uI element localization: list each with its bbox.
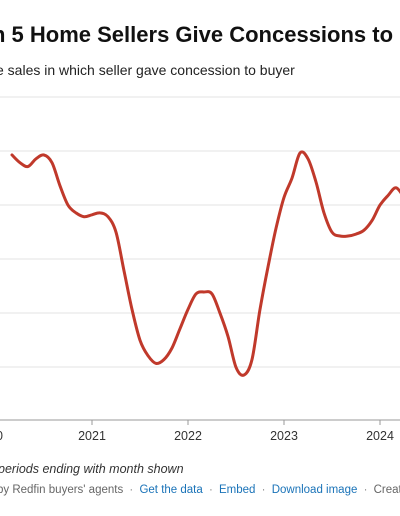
x-tick-label: 2023 [270,429,298,443]
credit-text: by Redfin buyers' agents [0,484,124,496]
x-tick-label: 2021 [78,429,106,443]
created-text: Created [373,484,400,496]
x-tick-label: 2022 [174,429,202,443]
line-chart: 20 2021 2022 2023 2024 [0,96,400,443]
x-tick-label: 20 [0,429,3,443]
period-note: periods ending with month shown [0,462,184,476]
x-tick-label: 2024 [366,429,394,443]
embed-link[interactable]: Embed [219,484,256,496]
series-line [10,150,400,377]
get-data-link[interactable]: Get the data [139,484,203,496]
separator: · [363,484,368,496]
separator: · [261,484,266,496]
chart-subtitle: e sales in which seller gave concession … [0,62,295,78]
separator: · [208,484,213,496]
separator: · [129,484,134,496]
footer: by Redfin buyers' agents · Get the data … [0,484,400,496]
x-axis-ticks: 20 2021 2022 2023 2024 [0,420,394,443]
download-image-link[interactable]: Download image [271,484,358,496]
gridlines [0,96,400,421]
chart-title: n 5 Home Sellers Give Concessions to [0,22,394,47]
